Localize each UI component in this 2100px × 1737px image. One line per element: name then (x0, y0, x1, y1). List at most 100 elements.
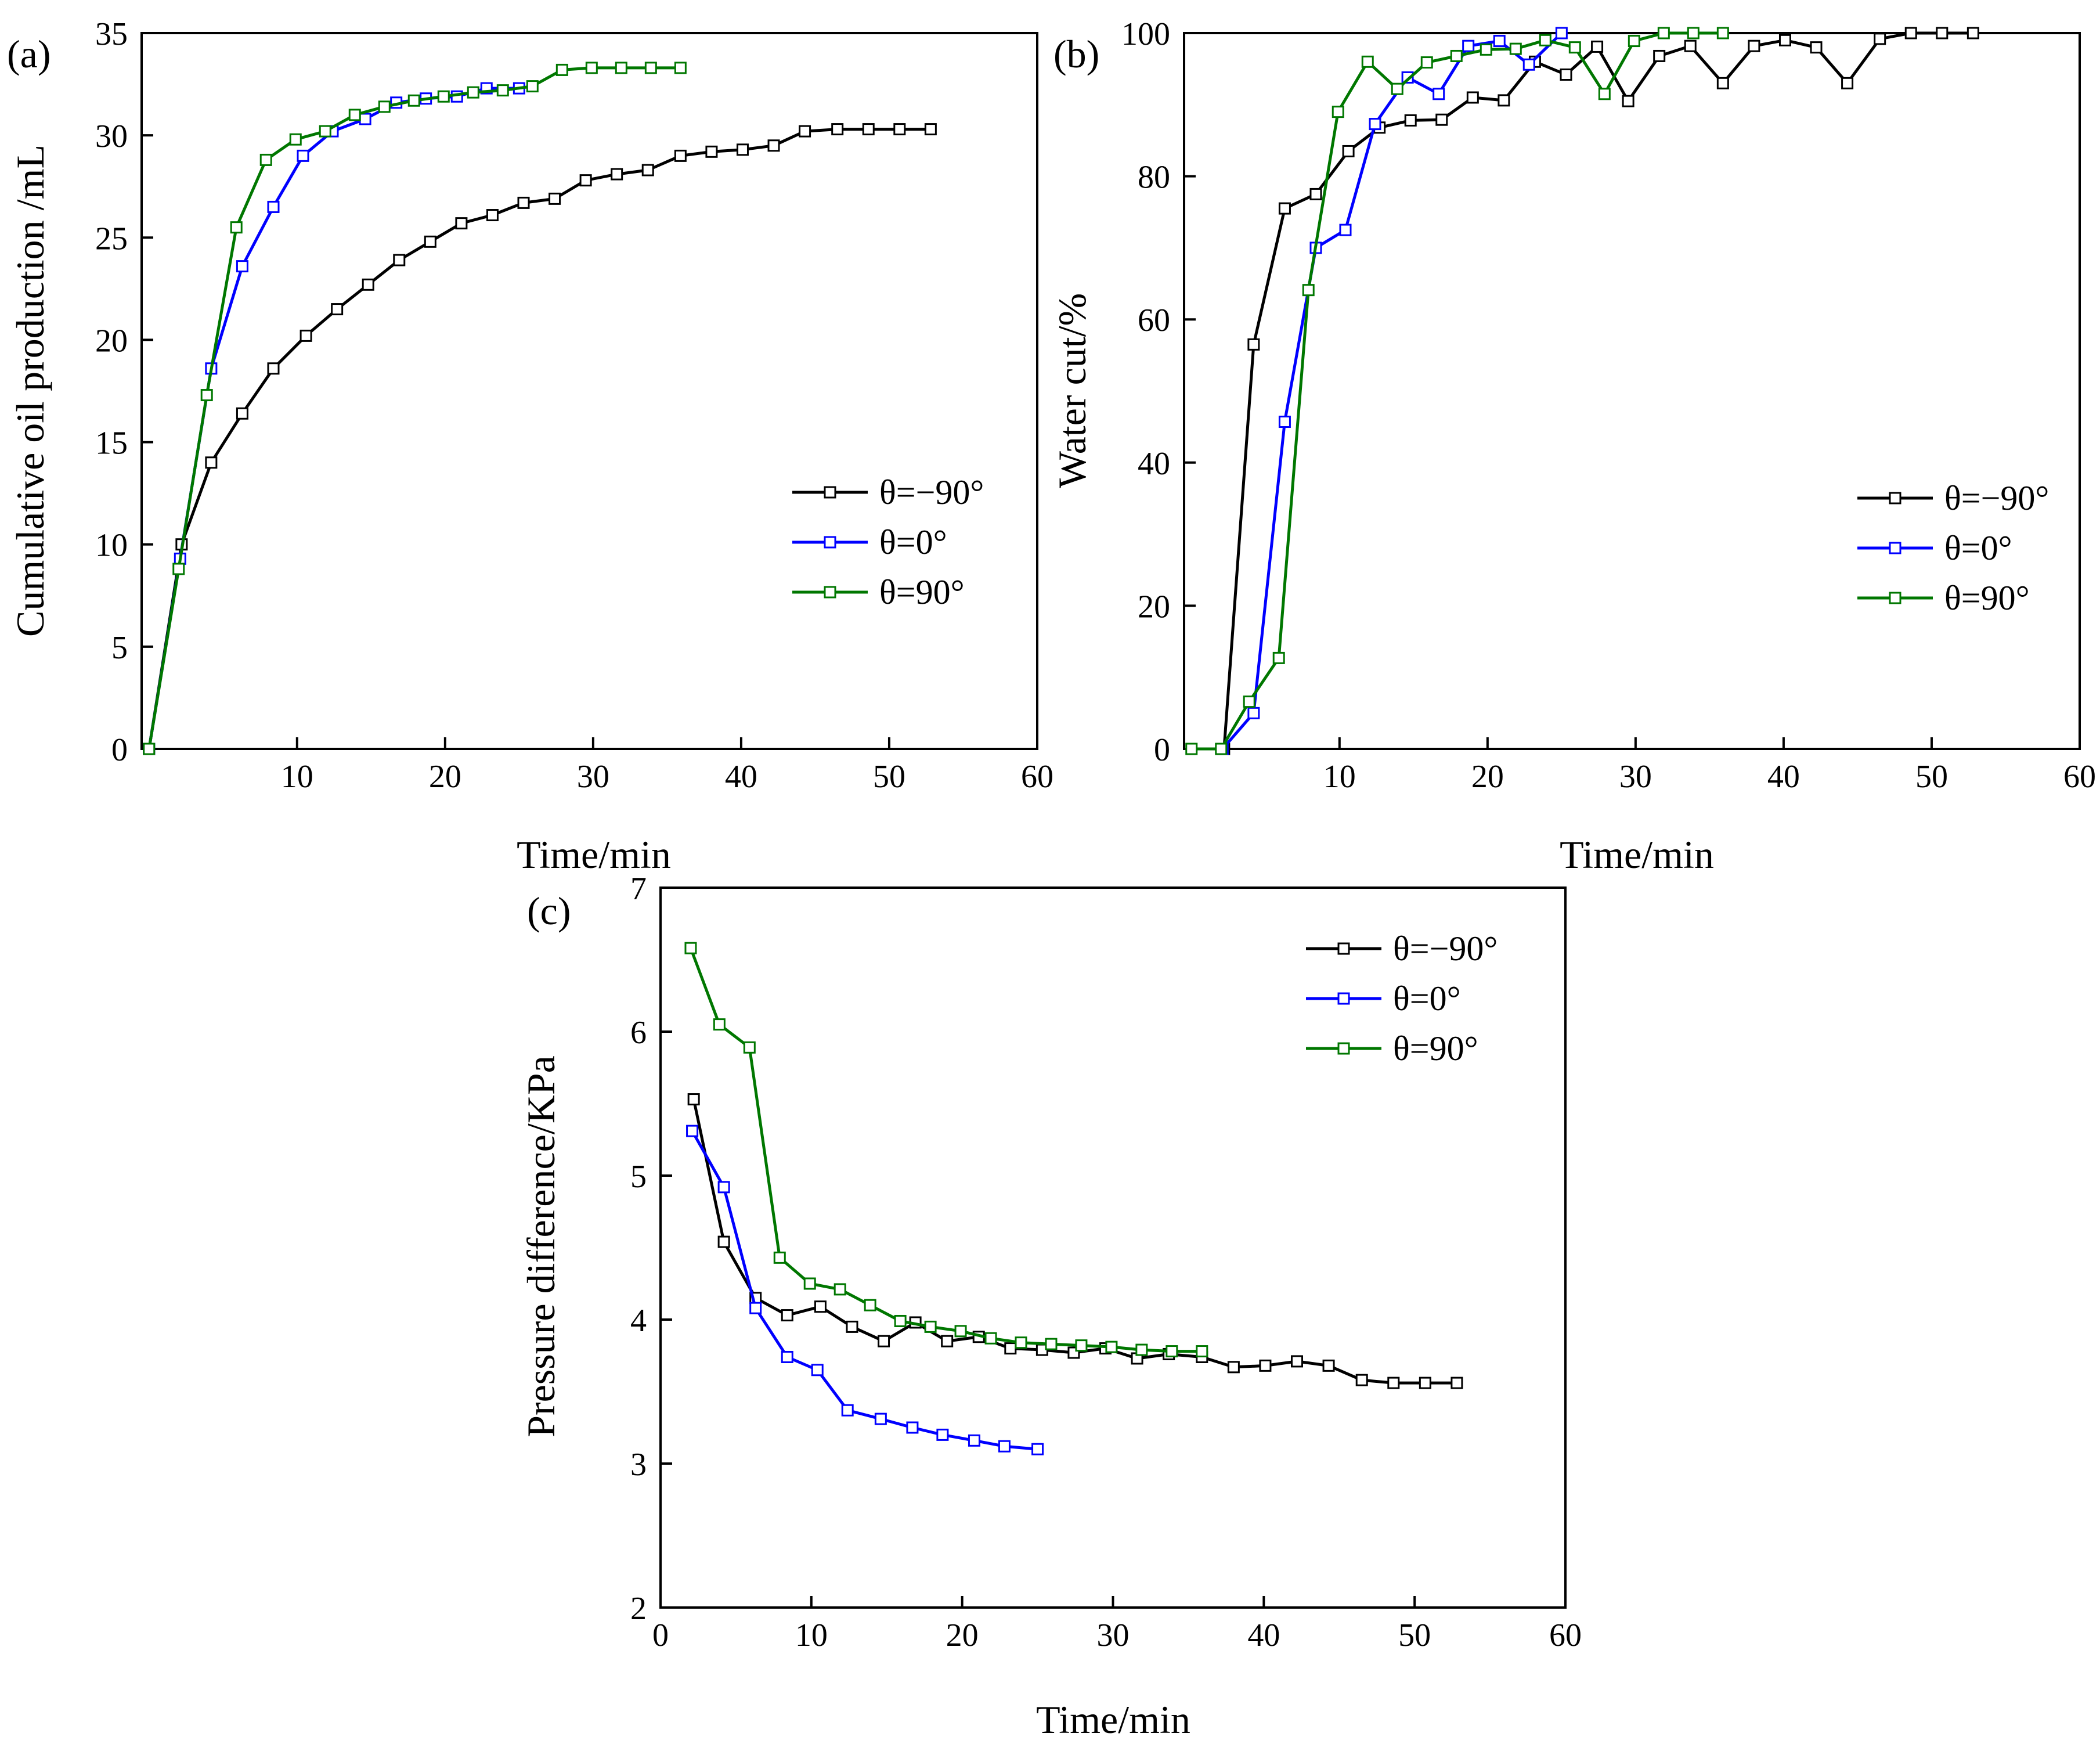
data-point (1522, 58, 1535, 71)
data-point (1716, 77, 1729, 89)
legend-label: θ=90° (879, 573, 965, 611)
data-point (486, 209, 499, 222)
data-point (954, 1325, 967, 1338)
data-point (424, 235, 436, 248)
legend-entry: θ=0° (1306, 979, 1461, 1018)
data-point (874, 1412, 887, 1425)
legend-marker (824, 586, 836, 599)
data-point (1322, 1359, 1335, 1372)
legend-entry: θ=0° (792, 523, 947, 561)
x-tick-label: 0 (652, 1617, 669, 1653)
legend-label: θ=−90° (1393, 929, 1498, 968)
legend-entry: θ=0° (1857, 529, 2012, 567)
x-tick-label: 60 (1549, 1617, 1582, 1653)
data-point (1404, 114, 1417, 127)
data-point (736, 143, 749, 156)
data-point (1339, 224, 1352, 236)
data-point (1568, 41, 1581, 54)
data-point (1015, 1336, 1027, 1349)
data-point (894, 1314, 907, 1327)
x-tick-label: 10 (795, 1617, 828, 1653)
data-point (1361, 55, 1374, 68)
y-tick-label: 6 (630, 1015, 647, 1051)
data-point (1243, 695, 1255, 708)
data-point (864, 1299, 876, 1311)
data-point (717, 1235, 730, 1248)
legend-marker (1337, 992, 1350, 1005)
data-point (1227, 1361, 1240, 1374)
data-point (1031, 1443, 1044, 1455)
data-point (1355, 1374, 1368, 1386)
data-point (362, 278, 374, 291)
data-point (1391, 82, 1403, 95)
legend-marker (1889, 492, 1901, 504)
data-point (1810, 41, 1823, 54)
data-point (517, 196, 530, 209)
data-point (1555, 27, 1568, 39)
data-point (1622, 95, 1634, 107)
x-tick-label: 60 (2063, 759, 2096, 795)
data-point (893, 123, 906, 136)
data-point (749, 1302, 762, 1314)
data-point (1369, 118, 1381, 131)
series-2 (1185, 27, 1729, 755)
legend-entry: θ=90° (1857, 579, 2030, 617)
data-point (833, 1283, 846, 1296)
y-tick-label: 0 (111, 732, 128, 768)
data-point (526, 80, 539, 93)
data-point (1628, 35, 1640, 48)
data-point (1185, 743, 1198, 755)
legend-marker (1337, 1042, 1350, 1055)
y-tick-label: 0 (1154, 732, 1170, 768)
panel-b: 10 20 30 40 50 60 0 20 40 60 80 100 (b) Time/min Water… (1050, 16, 2096, 877)
x-tick-label: 60 (1021, 759, 1053, 795)
legend-label: θ=−90° (879, 473, 984, 511)
y-tick-label: 20 (95, 323, 128, 359)
data-point (1480, 43, 1492, 56)
panel-label: (a) (7, 32, 50, 76)
legend-marker (1337, 942, 1350, 955)
x-tick-label: 50 (873, 759, 905, 795)
data-point (814, 1300, 827, 1313)
legend-entry: θ=−90° (1857, 479, 2049, 517)
series-line (689, 947, 1202, 1353)
data-point (713, 1018, 726, 1031)
data-point (289, 133, 302, 146)
data-point (1247, 707, 1260, 719)
data-point (1653, 49, 1666, 62)
x-tick-label: 10 (281, 759, 313, 795)
y-axis-title: Pressure difference/KPa (519, 1055, 563, 1437)
y-tick-label: 80 (1138, 160, 1170, 196)
data-point (1196, 1345, 1208, 1358)
data-point (687, 1093, 700, 1106)
data-point (803, 1277, 816, 1290)
data-point (1259, 1359, 1272, 1372)
data-point (437, 90, 450, 103)
series-line (147, 66, 681, 749)
series-0 (1218, 27, 1979, 755)
x-axis-title: Time/min (1560, 833, 1714, 877)
data-point (297, 149, 309, 162)
data-point (1433, 88, 1445, 100)
data-point (1493, 35, 1506, 48)
y-tick-label: 60 (1138, 302, 1170, 338)
plot-frame (140, 32, 1038, 750)
data-point (200, 389, 213, 402)
y-axis-title: Water cut/% (1050, 293, 1094, 488)
legend-marker (824, 486, 836, 499)
legend-label: θ=90° (1944, 579, 2030, 617)
data-point (1215, 743, 1228, 755)
plot-frame (1183, 32, 2081, 750)
legend-entry: θ=90° (792, 573, 965, 611)
x-tick-label: 30 (577, 759, 609, 795)
series-line (691, 1130, 1038, 1451)
legend-label: θ=−90° (1944, 479, 2049, 517)
y-tick-label: 2 (630, 1591, 647, 1627)
legend-label: θ=0° (1393, 979, 1461, 1018)
data-point (1045, 1338, 1058, 1350)
data-point (1419, 1376, 1431, 1389)
data-point (331, 303, 344, 316)
data-point (1450, 49, 1463, 62)
data-point (467, 86, 479, 99)
data-point (1247, 338, 1260, 351)
